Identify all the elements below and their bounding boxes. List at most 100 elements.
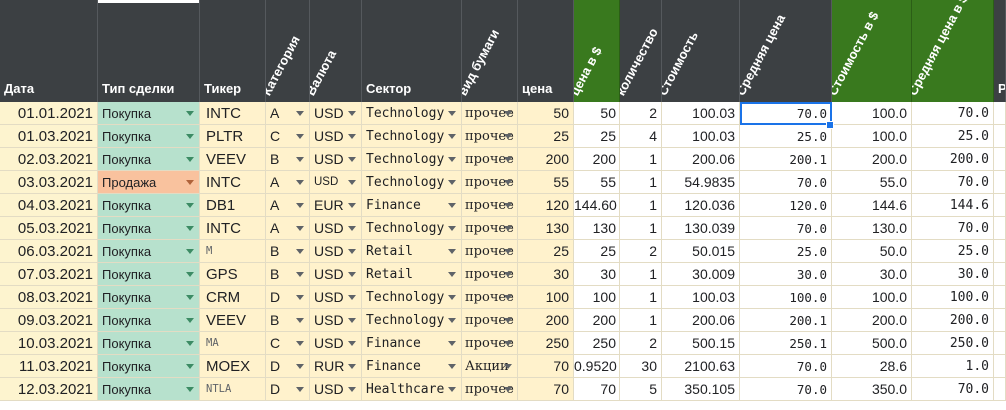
dropdown-arrow-icon[interactable] bbox=[186, 249, 194, 254]
cell-paper[interactable]: прочее bbox=[462, 286, 518, 309]
dropdown-arrow-icon[interactable] bbox=[448, 341, 456, 346]
cell-category[interactable]: B bbox=[266, 263, 310, 286]
cell-avg[interactable]: 25.0 bbox=[740, 240, 832, 263]
dropdown-arrow-icon[interactable] bbox=[448, 111, 456, 116]
cell-category[interactable]: B bbox=[266, 309, 310, 332]
cell-avg_usd[interactable]: 70.0 bbox=[912, 171, 994, 194]
cell-type[interactable]: Покупка bbox=[98, 125, 200, 148]
dropdown-arrow-icon[interactable] bbox=[504, 387, 512, 392]
cell-price[interactable]: 55 bbox=[518, 171, 574, 194]
header-paper[interactable]: вид бумаги bbox=[462, 0, 518, 102]
header-price[interactable]: цена bbox=[518, 0, 574, 102]
cell-ticker[interactable]: GPS bbox=[200, 263, 266, 286]
cell-cost[interactable]: 100.03 bbox=[662, 125, 740, 148]
cell-cost[interactable]: 130.039 bbox=[662, 217, 740, 240]
cell-paper[interactable]: прочее bbox=[462, 378, 518, 401]
cell-cost_usd[interactable]: 100.0 bbox=[832, 125, 912, 148]
dropdown-arrow-icon[interactable] bbox=[296, 226, 304, 231]
dropdown-arrow-icon[interactable] bbox=[504, 318, 512, 323]
header-type[interactable]: Тип сделки bbox=[98, 0, 200, 102]
dropdown-arrow-icon[interactable] bbox=[348, 111, 356, 116]
dropdown-arrow-icon[interactable] bbox=[448, 272, 456, 277]
cell-category[interactable]: B bbox=[266, 148, 310, 171]
cell-type[interactable]: Покупка bbox=[98, 355, 200, 378]
cell-cost[interactable]: 50.015 bbox=[662, 240, 740, 263]
dropdown-arrow-icon[interactable] bbox=[448, 318, 456, 323]
cell-cost_usd[interactable]: 28.6 bbox=[832, 355, 912, 378]
cell-cost[interactable]: 120.036 bbox=[662, 194, 740, 217]
cell-price[interactable]: 130 bbox=[518, 217, 574, 240]
dropdown-arrow-icon[interactable] bbox=[348, 341, 356, 346]
dropdown-arrow-icon[interactable] bbox=[186, 341, 194, 346]
cell-type[interactable]: Покупка bbox=[98, 263, 200, 286]
cell-cost[interactable]: 2100.63 bbox=[662, 355, 740, 378]
cell-avg_usd[interactable]: 25.0 bbox=[912, 240, 994, 263]
cell-extra[interactable] bbox=[994, 148, 1006, 171]
cell-qty[interactable]: 1 bbox=[620, 309, 662, 332]
cell-type[interactable]: Покупка bbox=[98, 217, 200, 240]
cell-price_usd[interactable]: 55 bbox=[574, 171, 620, 194]
cell-price[interactable]: 100 bbox=[518, 286, 574, 309]
cell-qty[interactable]: 2 bbox=[620, 240, 662, 263]
cell-cost_usd[interactable]: 100.0 bbox=[832, 102, 912, 125]
cell-type[interactable]: Продажа bbox=[98, 171, 200, 194]
dropdown-arrow-icon[interactable] bbox=[448, 364, 456, 369]
cell-avg_usd[interactable]: 250.0 bbox=[912, 332, 994, 355]
dropdown-arrow-icon[interactable] bbox=[348, 249, 356, 254]
dropdown-arrow-icon[interactable] bbox=[186, 387, 194, 392]
cell-qty[interactable]: 30 bbox=[620, 355, 662, 378]
cell-category[interactable]: A bbox=[266, 194, 310, 217]
cell-currency[interactable]: USD bbox=[310, 148, 362, 171]
cell-currency[interactable]: USD bbox=[310, 332, 362, 355]
cell-date[interactable]: 03.03.2021 bbox=[0, 171, 98, 194]
cell-avg[interactable]: 30.0 bbox=[740, 263, 832, 286]
cell-category[interactable]: B bbox=[266, 240, 310, 263]
cell-cost[interactable]: 350.105 bbox=[662, 378, 740, 401]
cell-cost_usd[interactable]: 55.0 bbox=[832, 171, 912, 194]
dropdown-arrow-icon[interactable] bbox=[348, 295, 356, 300]
cell-sector[interactable]: Technology bbox=[362, 102, 462, 125]
dropdown-arrow-icon[interactable] bbox=[504, 134, 512, 139]
cell-avg[interactable]: 70.0 bbox=[740, 171, 832, 194]
cell-sector[interactable]: Retail bbox=[362, 240, 462, 263]
cell-avg_usd[interactable]: 30.0 bbox=[912, 263, 994, 286]
dropdown-arrow-icon[interactable] bbox=[296, 364, 304, 369]
cell-price_usd[interactable]: 0.9520 bbox=[574, 355, 620, 378]
cell-extra[interactable] bbox=[994, 171, 1006, 194]
dropdown-arrow-icon[interactable] bbox=[186, 180, 194, 185]
cell-ticker[interactable]: MA bbox=[200, 332, 266, 355]
dropdown-arrow-icon[interactable] bbox=[348, 364, 356, 369]
cell-price[interactable]: 70 bbox=[518, 378, 574, 401]
dropdown-arrow-icon[interactable] bbox=[296, 157, 304, 162]
cell-sector[interactable]: Retail bbox=[362, 263, 462, 286]
cell-ticker[interactable]: VEEV bbox=[200, 309, 266, 332]
cell-price[interactable]: 25 bbox=[518, 125, 574, 148]
dropdown-arrow-icon[interactable] bbox=[348, 387, 356, 392]
dropdown-arrow-icon[interactable] bbox=[448, 387, 456, 392]
cell-currency[interactable]: USD bbox=[310, 263, 362, 286]
cell-currency[interactable]: USD bbox=[310, 171, 362, 194]
cell-price_usd[interactable]: 50 bbox=[574, 102, 620, 125]
cell-avg[interactable]: 70.0 bbox=[740, 217, 832, 240]
dropdown-arrow-icon[interactable] bbox=[448, 249, 456, 254]
dropdown-arrow-icon[interactable] bbox=[448, 226, 456, 231]
cell-paper[interactable]: прочее bbox=[462, 263, 518, 286]
cell-currency[interactable]: USD bbox=[310, 217, 362, 240]
dropdown-arrow-icon[interactable] bbox=[296, 318, 304, 323]
cell-avg_usd[interactable]: 70.0 bbox=[912, 217, 994, 240]
cell-qty[interactable]: 1 bbox=[620, 194, 662, 217]
cell-paper[interactable]: прочее bbox=[462, 171, 518, 194]
cell-qty[interactable]: 1 bbox=[620, 286, 662, 309]
cell-avg_usd[interactable]: 70.0 bbox=[912, 378, 994, 401]
cell-sector[interactable]: Technology bbox=[362, 309, 462, 332]
dropdown-arrow-icon[interactable] bbox=[448, 203, 456, 208]
cell-paper[interactable]: прочее bbox=[462, 240, 518, 263]
cell-paper[interactable]: прочее bbox=[462, 217, 518, 240]
cell-avg[interactable]: 70.0 bbox=[740, 378, 832, 401]
cell-avg_usd[interactable]: 200.0 bbox=[912, 309, 994, 332]
cell-paper[interactable]: прочее bbox=[462, 148, 518, 171]
cell-price[interactable]: 25 bbox=[518, 240, 574, 263]
cell-price[interactable]: 30 bbox=[518, 263, 574, 286]
cell-sector[interactable]: Technology bbox=[362, 148, 462, 171]
cell-price[interactable]: 250 bbox=[518, 332, 574, 355]
